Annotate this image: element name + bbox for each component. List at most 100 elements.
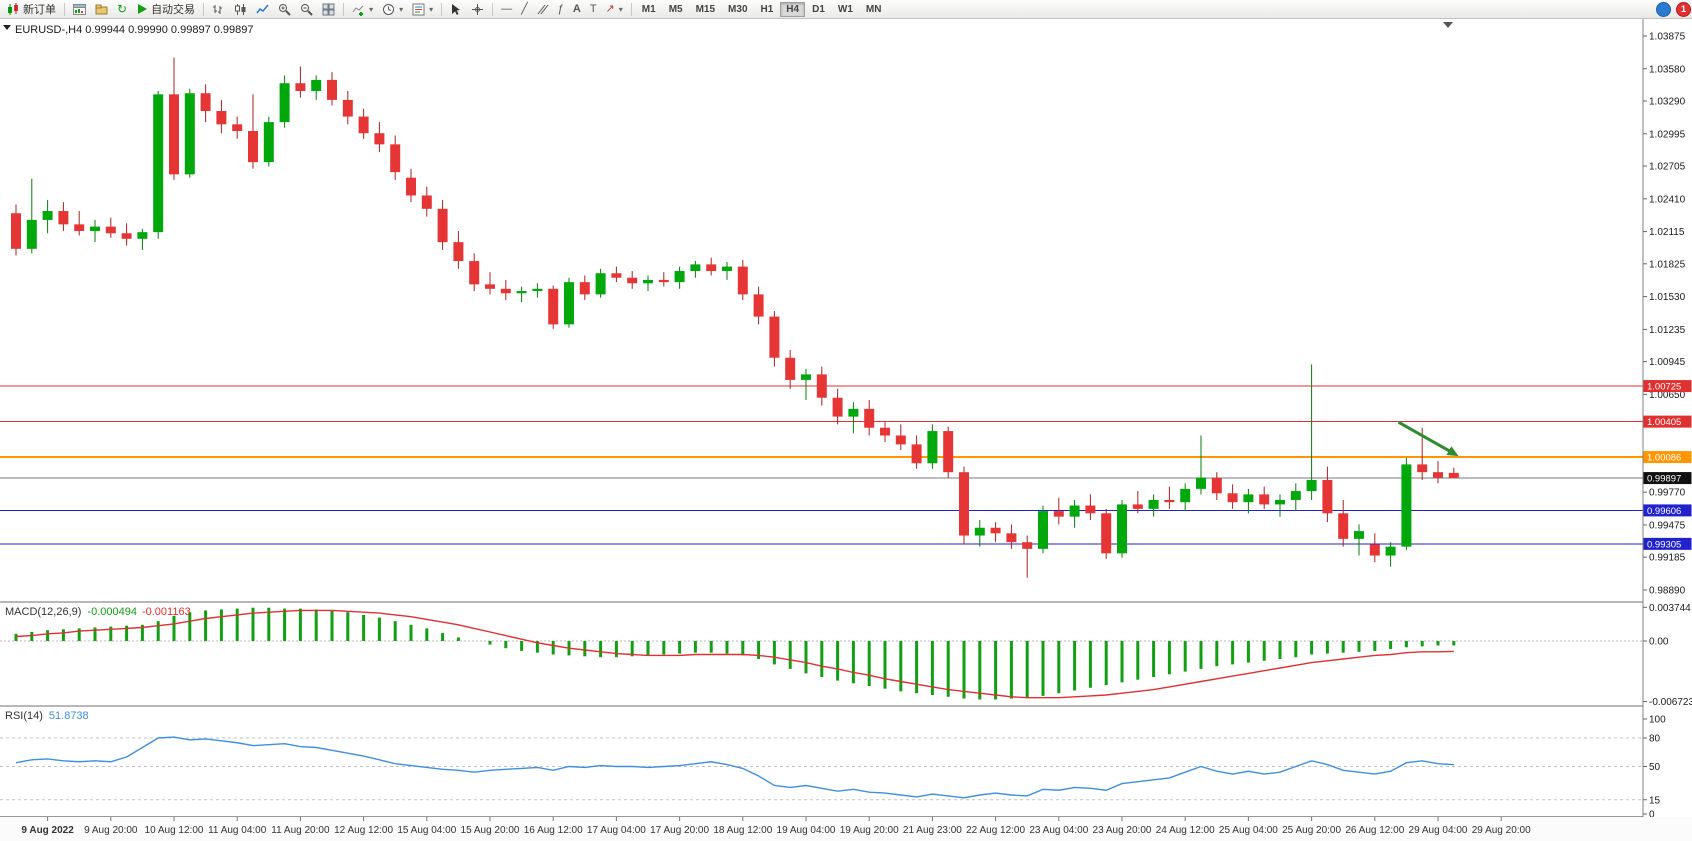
price-line-tag[interactable]: 1.00086 xyxy=(1643,451,1692,464)
candle-body xyxy=(469,261,480,285)
text-tool-button[interactable]: A xyxy=(569,0,585,18)
rsi-line xyxy=(15,736,1454,799)
timeframe-button-m30[interactable]: M30 xyxy=(722,2,753,17)
arrows-tool-button[interactable]: ↗ ▾ xyxy=(602,0,627,18)
chart-window-button xyxy=(69,0,90,18)
indicators-button[interactable]: ▾ xyxy=(348,0,377,18)
timeframe-button-mn[interactable]: MN xyxy=(860,2,888,17)
fibonacci-tool-button[interactable]: ƒ xyxy=(554,0,568,18)
candle-body xyxy=(690,264,701,272)
timeframe-button-h1[interactable]: H1 xyxy=(755,2,780,17)
current-price-tag[interactable]: 0.99897 xyxy=(1643,472,1692,485)
trendline-tool-button[interactable]: ╱ xyxy=(517,0,532,18)
notification-badge[interactable]: 1 xyxy=(1676,1,1691,17)
candle xyxy=(1211,472,1222,500)
crosshair-button[interactable] xyxy=(467,0,488,18)
zoom-out-icon xyxy=(301,3,313,16)
price-line-tag-text: 1.00086 xyxy=(1647,453,1681,464)
crosshair-icon xyxy=(472,3,484,15)
hline-layer xyxy=(0,385,1643,545)
candle-body xyxy=(1227,493,1238,503)
candle xyxy=(216,99,227,134)
price-axis-label: 1.01825 xyxy=(1649,259,1686,270)
horizontal-line-tool-button[interactable]: — xyxy=(497,0,516,18)
candle-body xyxy=(74,224,85,232)
price-line-tag[interactable]: 1.00725 xyxy=(1643,380,1692,393)
toolbar-separator xyxy=(343,2,345,16)
candle-body xyxy=(1132,504,1143,509)
bar-chart-type-button[interactable] xyxy=(208,0,229,18)
line-chart-type-icon xyxy=(256,4,269,13)
zoom-out-button[interactable] xyxy=(296,0,317,18)
chevron-down-icon: ▾ xyxy=(399,4,404,14)
candle-body xyxy=(1196,477,1206,489)
price-line-tag[interactable]: 0.99305 xyxy=(1643,537,1692,551)
candle-body xyxy=(358,116,369,134)
text-label-tool-button[interactable]: T xyxy=(586,0,601,18)
macd-pane[interactable]: MACD(12,26,9) -0.000494 -0.001163 xyxy=(0,606,1643,700)
new-order-button[interactable]: 新订单 xyxy=(3,0,60,18)
autotrading-button[interactable]: 自动交易 xyxy=(132,0,199,18)
tile-windows-button[interactable] xyxy=(318,0,339,18)
candle xyxy=(706,257,717,276)
zoom-in-button[interactable] xyxy=(274,0,295,18)
chevron-down-icon: ▾ xyxy=(618,4,623,14)
candle-body xyxy=(1180,488,1191,503)
clock-icon xyxy=(383,3,395,15)
line-chart-type-button[interactable] xyxy=(252,0,273,18)
timeframe-button-m1[interactable]: M1 xyxy=(636,2,662,17)
price-axis[interactable]: 1.03875 1.03580 1.03290 1.02995 1.02705 1.024… xyxy=(1642,19,1692,821)
toolbar-right-cluster: 1 xyxy=(1656,1,1692,17)
time-axis[interactable]: 9 Aug 2022 9 Aug 20:00 10 Aug 12:00 11 Aug … xyxy=(0,817,1692,841)
candle xyxy=(1132,491,1143,514)
pane-divider[interactable] xyxy=(0,705,1692,707)
candle xyxy=(169,57,179,180)
timeframe-button-m15[interactable]: M15 xyxy=(690,2,721,17)
toolbar: 新订单 ↻ 自动交易 xyxy=(0,0,1692,19)
arrow-annotation[interactable] xyxy=(1397,420,1459,457)
candle-body xyxy=(785,357,796,380)
timeframe-button-w1[interactable]: W1 xyxy=(832,2,859,17)
price-line-tag[interactable]: 1.00405 xyxy=(1643,415,1692,429)
macd-axis-label: 0.003744 xyxy=(1649,603,1691,614)
timeframe-button-h4[interactable]: H4 xyxy=(780,1,806,17)
candle-body xyxy=(911,444,922,464)
candle-body xyxy=(453,242,464,262)
community-icon[interactable] xyxy=(1656,1,1671,17)
time-axis-label: 19 Aug 20:00 xyxy=(840,825,899,836)
candle xyxy=(974,519,985,547)
price-axis-label: 1.02115 xyxy=(1649,227,1685,238)
timeframe-button-m5[interactable]: M5 xyxy=(663,2,689,17)
candle-body xyxy=(706,264,717,272)
symbol-caret-icon[interactable] xyxy=(3,25,11,30)
candle-body xyxy=(990,527,1001,534)
candle-body xyxy=(974,527,985,536)
candle xyxy=(1369,533,1380,563)
pane-divider[interactable] xyxy=(0,601,1692,603)
candle-body xyxy=(627,277,638,284)
chart-area[interactable]: EURUSD-,H4 0.99944 0.99990 0.99897 0.998… xyxy=(0,19,1692,841)
candles-layer[interactable] xyxy=(11,57,1459,578)
refresh-button[interactable]: ↻ xyxy=(113,0,131,18)
periods-button[interactable]: ▾ xyxy=(378,0,407,18)
profiles-button[interactable] xyxy=(91,0,112,18)
chart-svg[interactable]: EURUSD-,H4 0.99944 0.99990 0.99897 0.998… xyxy=(0,19,1692,841)
channel-tool-button[interactable] xyxy=(533,0,553,18)
candle xyxy=(374,122,385,153)
candle xyxy=(90,219,100,243)
rsi-pane[interactable]: RSI(14) 51.8738 xyxy=(0,710,1643,801)
tile-windows-icon xyxy=(322,3,335,15)
templates-button[interactable]: ▾ xyxy=(408,0,437,18)
cursor-button[interactable] xyxy=(446,0,466,18)
time-axis-label: 23 Aug 20:00 xyxy=(1093,825,1152,836)
candle xyxy=(911,435,922,469)
toolbar-separator xyxy=(203,2,205,16)
candle-body xyxy=(11,213,21,249)
price-line-tag[interactable]: 0.99606 xyxy=(1643,504,1692,517)
candle xyxy=(1243,488,1254,514)
chart-shift-marker[interactable] xyxy=(1443,22,1453,28)
candle xyxy=(1433,461,1443,484)
macd-axis-label: 0.00 xyxy=(1649,637,1669,648)
timeframe-button-d1[interactable]: D1 xyxy=(806,2,831,17)
candlestick-chart-type-button[interactable] xyxy=(230,0,251,18)
